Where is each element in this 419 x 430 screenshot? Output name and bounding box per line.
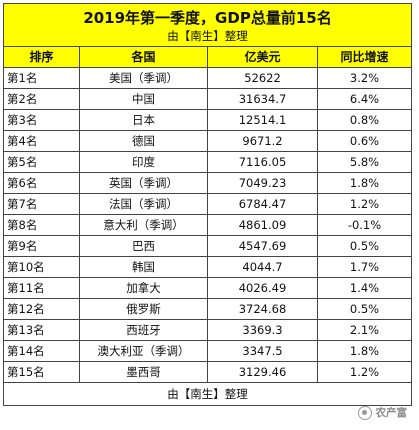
cell-gdp: 4026.49 [207,277,318,299]
cell-country: 韩国 [79,256,208,278]
table-row: 第6名 英国（季调） 7049.23 1.8% [3,172,413,194]
cell-growth: 2.1% [316,319,413,341]
cell-gdp: 7116.05 [207,151,318,173]
title-block: 2019年第一季度，GDP总量前15名 由【南生】整理 [2,3,413,47]
cell-growth: 1.2% [316,193,413,215]
table-subtitle: 由【南生】整理 [167,28,248,43]
cell-country: 英国（季调） [79,172,208,194]
table-row: 第12名 俄罗斯 3724.68 0.5% [3,298,413,320]
cell-rank: 第5名 [3,151,80,173]
cell-growth: 1.7% [316,256,413,278]
cell-country: 日本 [79,109,208,131]
wechat-logo-icon [357,405,372,420]
cell-country: 印度 [79,151,208,173]
gdp-ranking-table: 2019年第一季度，GDP总量前15名 由【南生】整理 排序 各国 亿美元 同比… [2,3,413,406]
cell-gdp: 52622 [207,67,318,89]
cell-country: 巴西 [79,235,208,257]
table-row: 第4名 德国 9671.2 0.6% [3,130,413,152]
cell-growth: 1.4% [316,277,413,299]
cell-gdp: 3724.68 [207,298,318,320]
cell-rank: 第13名 [3,319,80,341]
cell-country: 墨西哥 [79,361,208,383]
cell-country: 俄罗斯 [79,298,208,320]
table-row: 第13名 西班牙 3369.3 2.1% [3,319,413,341]
table-row: 第10名 韩国 4044.7 1.7% [3,256,413,278]
cell-country: 西班牙 [79,319,208,341]
cell-rank: 第2名 [3,88,80,110]
table-row: 第1名 美国（季调） 52622 3.2% [3,67,413,89]
cell-rank: 第3名 [3,109,80,131]
cell-gdp: 3129.46 [207,361,318,383]
cell-country: 法国（季调） [79,193,208,215]
table-row: 第15名 墨西哥 3129.46 1.2% [3,361,413,383]
table-row: 第5名 印度 7116.05 5.8% [3,151,413,173]
cell-country: 意大利（季调） [79,214,208,236]
table-row: 第7名 法国（季调） 6784.47 1.2% [3,193,413,215]
cell-gdp: 9671.2 [207,130,318,152]
cell-rank: 第11名 [3,277,80,299]
column-header-growth: 同比增速 [316,46,413,68]
cell-rank: 第9名 [3,235,80,257]
cell-rank: 第12名 [3,298,80,320]
cell-gdp: 3347.5 [207,340,318,362]
table-body: 第1名 美国（季调） 52622 3.2% 第2名 中国 31634.7 6.4% 第3名 日本 1… [3,67,413,383]
cell-growth: 5.8% [316,151,413,173]
cell-rank: 第10名 [3,256,80,278]
cell-growth: 0.6% [316,130,413,152]
cell-gdp: 7049.23 [207,172,318,194]
column-header-row: 排序 各国 亿美元 同比增速 [3,46,413,68]
cell-rank: 第6名 [3,172,80,194]
cell-gdp: 31634.7 [207,88,318,110]
table-title: 2019年第一季度，GDP总量前15名 [83,8,332,27]
column-header-rank: 排序 [3,46,80,68]
cell-gdp: 4547.69 [207,235,318,257]
table-row: 第9名 巴西 4547.69 0.5% [3,235,413,257]
cell-gdp: 6784.47 [207,193,318,215]
cell-gdp: 4861.09 [207,214,318,236]
table-row: 第8名 意大利（季调） 4861.09 -0.1% [3,214,413,236]
column-header-country: 各国 [79,46,208,68]
cell-growth: 1.8% [316,340,413,362]
cell-country: 中国 [79,88,208,110]
cell-growth: 0.8% [316,109,413,131]
table-footer: 由【南生】整理 [2,382,413,406]
cell-rank: 第1名 [3,67,80,89]
cell-growth: 6.4% [316,88,413,110]
cell-rank: 第8名 [3,214,80,236]
column-header-gdp: 亿美元 [207,46,318,68]
cell-gdp: 12514.1 [207,109,318,131]
table-row: 第3名 日本 12514.1 0.8% [3,109,413,131]
cell-country: 德国 [79,130,208,152]
table-row: 第11名 加拿大 4026.49 1.4% [3,277,413,299]
cell-growth: 0.5% [316,235,413,257]
cell-rank: 第7名 [3,193,80,215]
cell-growth: 0.5% [316,298,413,320]
cell-growth: 3.2% [316,67,413,89]
cell-gdp: 4044.7 [207,256,318,278]
cell-growth: 1.8% [316,172,413,194]
table-row: 第14名 澳大利亚（季调） 3347.5 1.8% [3,340,413,362]
watermark-text: 农产富 [375,407,408,419]
cell-rank: 第15名 [3,361,80,383]
cell-gdp: 3369.3 [207,319,318,341]
table-row: 第2名 中国 31634.7 6.4% [3,88,413,110]
cell-country: 美国（季调） [79,67,208,89]
cell-rank: 第14名 [3,340,80,362]
watermark: 农产富 [357,405,408,420]
cell-rank: 第4名 [3,130,80,152]
cell-growth: 1.2% [316,361,413,383]
cell-country: 澳大利亚（季调） [79,340,208,362]
cell-country: 加拿大 [79,277,208,299]
cell-growth: -0.1% [316,214,413,236]
